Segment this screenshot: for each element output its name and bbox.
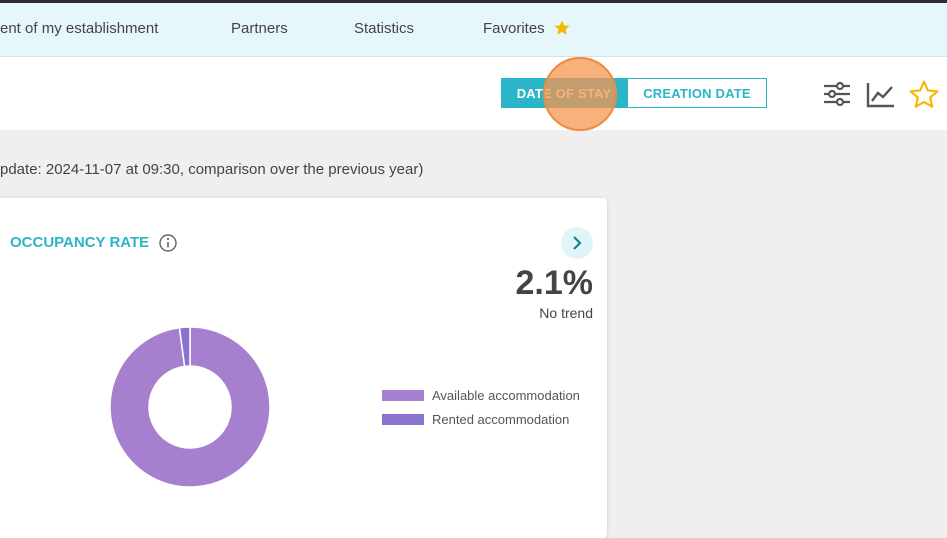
nav-item[interactable]: Statistics	[354, 20, 415, 37]
legend-label: Available accommodation	[432, 388, 580, 403]
favorites-star	[554, 20, 570, 35]
creation-date-button[interactable]: CREATION DATE	[627, 78, 767, 108]
update-note: pdate: 2024-11-07 at 09:30, comparison o…	[0, 161, 424, 178]
filter-icon[interactable]	[820, 79, 854, 109]
nav-item[interactable]: Partners	[231, 20, 288, 37]
nav-bar: ent of my establishment Partners Statist…	[0, 3, 947, 57]
legend-swatch	[382, 414, 424, 425]
donut-chart: Available accommodation Rented accommodat…	[109, 326, 580, 488]
nav-item[interactable]: Favorites	[483, 20, 545, 37]
chart-icon[interactable]	[866, 81, 896, 109]
occupancy-card: OCCUPANCY RATE 2.1% No trend Available a…	[0, 198, 607, 538]
info-icon[interactable]	[158, 233, 178, 253]
details-button[interactable]	[560, 226, 594, 260]
legend-swatch	[382, 390, 424, 401]
pie-slice	[178, 326, 191, 368]
top-bar	[0, 0, 947, 3]
click-indicator	[543, 57, 617, 131]
legend-label: Rented accommodation	[432, 412, 569, 427]
nav-item[interactable]: ent of my establishment	[0, 20, 159, 37]
toolbar: DATE OF STAY CREATION DATE	[0, 57, 947, 131]
star-icon[interactable]	[908, 79, 940, 111]
card-title: OCCUPANCY RATE	[10, 234, 150, 251]
trend-label: No trend	[539, 305, 593, 321]
pie-slice	[109, 326, 271, 488]
kpi-value: 2.1%	[515, 264, 594, 302]
